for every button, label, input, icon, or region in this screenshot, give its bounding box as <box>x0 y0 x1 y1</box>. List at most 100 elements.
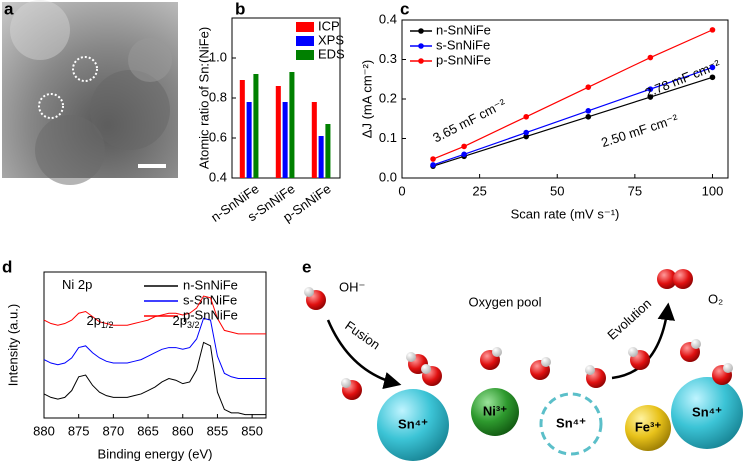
y-tick-label: 0.4 <box>209 169 227 184</box>
o2-label: O₂ <box>708 291 723 306</box>
x-tick-label: 50 <box>550 183 564 198</box>
legend-label: s-SnNiFe <box>436 37 490 52</box>
series-line <box>43 341 266 416</box>
bar <box>325 124 331 178</box>
series-line <box>43 317 266 379</box>
panel-label: b <box>235 0 245 18</box>
x-tick-label: 75 <box>628 183 642 198</box>
y-axis-label: Atomic ratio of Sn:(NiFe) <box>196 27 211 169</box>
series-line <box>432 76 713 167</box>
legend-marker <box>418 43 424 49</box>
y-tick-label: 0.6 <box>209 129 227 144</box>
evolution-label: Evolution <box>604 296 654 343</box>
micrograph <box>2 0 178 185</box>
annotation: 2.50 mF cm⁻² <box>599 111 680 150</box>
y-axis-label: Intensity (a.u.) <box>5 304 20 386</box>
bar <box>311 102 317 178</box>
bar <box>246 102 252 178</box>
point <box>430 162 436 168</box>
point <box>585 113 592 120</box>
bar <box>318 136 324 178</box>
fusion-label: Fusion <box>342 318 383 353</box>
x-tick-label: 880 <box>33 423 55 438</box>
x-axis-label: Binding energy (eV) <box>98 446 213 461</box>
point <box>709 64 716 71</box>
pool-label: Oxygen pool <box>469 294 542 309</box>
y-tick-label: 0.3 <box>379 51 397 66</box>
point <box>585 84 592 90</box>
bar <box>275 86 281 178</box>
annotation-sub: 3/2 <box>187 320 200 330</box>
point <box>647 94 654 100</box>
y-tick-label: 0.8 <box>209 89 227 104</box>
y-axis-label: ΔJ (mA cm⁻²) <box>359 60 374 138</box>
y-tick-label: 1.0 <box>209 49 227 64</box>
annotation: 2p3/2 <box>173 313 200 330</box>
annotation-text: 3.65 mF cm⁻² <box>431 96 510 146</box>
point <box>461 143 467 150</box>
legend-label: p-SnNiFe <box>436 52 491 67</box>
y-tick-label: 0.2 <box>379 90 397 105</box>
x-tick-label: 875 <box>68 423 90 438</box>
bar <box>253 74 259 178</box>
y-tick-label: 0.4 <box>379 11 397 26</box>
point <box>523 133 529 140</box>
bar <box>282 102 288 178</box>
annotation: Ni 2p <box>62 277 92 292</box>
legend-label: XPS <box>318 32 344 47</box>
legend-swatch <box>296 36 314 46</box>
x-tick-label: 870 <box>103 423 125 438</box>
oh-label: OH⁻ <box>339 279 365 294</box>
ion-label: Ni³⁺ <box>483 403 507 418</box>
panel-label: e <box>302 257 311 276</box>
legend-label: EDS <box>318 46 345 61</box>
y-tick-label: 0.0 <box>379 169 397 184</box>
point <box>709 27 716 33</box>
legend-swatch <box>296 22 314 32</box>
point <box>709 74 716 81</box>
panel-label: d <box>2 257 12 276</box>
bar <box>239 80 245 178</box>
y-tick-label: 0.1 <box>379 130 397 145</box>
plot-frame <box>43 271 267 419</box>
x-tick-label: 0 <box>398 183 405 198</box>
point <box>647 86 654 92</box>
panel-label: c <box>400 0 409 18</box>
ion-label: Sn⁴⁺ <box>556 415 586 430</box>
annotation: 2p1/2 <box>87 313 114 330</box>
legend-marker <box>418 58 424 64</box>
x-tick-label: 25 <box>472 183 486 198</box>
series-line <box>432 29 713 160</box>
x-tick-label: 860 <box>172 423 194 438</box>
legend-label: ICP <box>318 18 340 33</box>
x-tick-label: 100 <box>702 183 724 198</box>
legend-swatch <box>296 50 314 60</box>
legend-label: n-SnNiFe <box>436 22 491 37</box>
point <box>647 54 654 61</box>
legend-label: s-SnNiFe <box>183 292 237 307</box>
point <box>461 151 467 158</box>
ion-label: Fe³⁺ <box>635 419 662 434</box>
point <box>523 129 529 136</box>
x-tick-label: 855 <box>207 423 229 438</box>
legend-label: p-SnNiFe <box>183 307 238 322</box>
x-tick-label: 865 <box>137 423 159 438</box>
ion-label: Sn⁴⁺ <box>398 416 428 431</box>
annotation-sub: 1/2 <box>101 320 114 330</box>
bar <box>289 72 295 178</box>
ion-label: Sn⁴⁺ <box>692 404 722 419</box>
annotation: 3.65 mF cm⁻² <box>431 96 510 146</box>
annotation-text: Ni 2p <box>62 277 92 292</box>
annotation-text: 2.50 mF cm⁻² <box>599 111 680 150</box>
x-axis-label: Scan rate (mV s⁻¹) <box>511 206 620 221</box>
panel-label: a <box>4 0 14 18</box>
diagram-shapes <box>304 269 743 461</box>
annotation-text: 2p <box>173 313 187 328</box>
legend-label: n-SnNiFe <box>183 277 238 292</box>
point <box>585 108 592 114</box>
x-tick-label: 850 <box>241 423 263 438</box>
annotation-text: 2p <box>87 313 101 328</box>
point <box>523 113 529 120</box>
legend-marker <box>418 28 424 34</box>
